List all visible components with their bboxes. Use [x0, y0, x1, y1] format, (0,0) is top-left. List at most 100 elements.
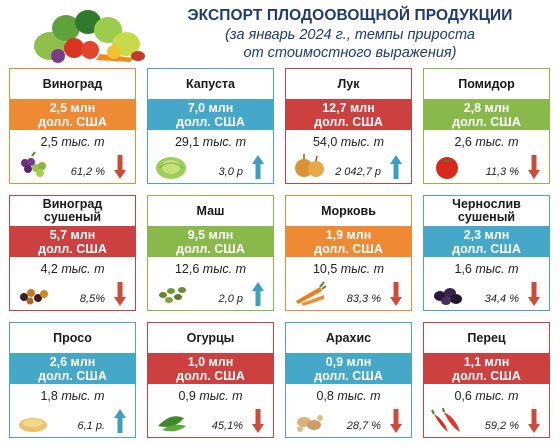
- product-card: Огурцы 1,0 млн долл. США 0,9 тыс. т 45,1%: [147, 322, 274, 438]
- product-name: Перец: [467, 330, 506, 345]
- product-card: Лук 12,7 млн долл. США 54,0 тыс. т 2 042,7 р: [285, 68, 412, 184]
- export-volume-unit: тыс. т: [202, 262, 247, 276]
- arrow-down-icon: [528, 282, 540, 306]
- product-name: Помидор: [458, 76, 515, 91]
- export-volume-number: 0,9: [178, 389, 196, 403]
- export-volume-number: 2,6: [454, 135, 472, 149]
- export-value: 2,5 млн долл. США: [10, 99, 135, 130]
- export-volume-unit: тыс. т: [61, 262, 105, 276]
- export-volume-unit: тыс. т: [337, 389, 381, 403]
- carrot-icon: [296, 281, 326, 306]
- export-value-amount: 12,7 млн: [322, 100, 375, 115]
- export-value-amount: 0,9 млн: [325, 354, 372, 369]
- export-value-currency: долл. США: [452, 241, 521, 256]
- export-volume-number: 2,5: [40, 135, 58, 149]
- export-value: 0,9 млн долл. США: [286, 353, 411, 384]
- product-name: Капуста: [186, 76, 235, 91]
- export-volume-unit: тыс. т: [202, 135, 247, 149]
- export-value: 1,9 млн долл. США: [286, 226, 411, 257]
- export-value-currency: долл. США: [38, 114, 107, 129]
- product-name: Маш: [196, 203, 225, 218]
- product-name: Арахис: [325, 330, 372, 345]
- growth-rate: 59,2 %: [484, 420, 519, 432]
- export-volume-unit: тыс. т: [475, 389, 519, 403]
- export-value-currency: долл. США: [176, 368, 245, 383]
- product-card: Арахис 0,9 млн долл. США 0,8 тыс. т 28,7 %: [285, 322, 412, 438]
- product-name: Морковь: [321, 203, 376, 218]
- export-volume: 10,5 тыс. т: [286, 262, 411, 276]
- raisins-icon: [20, 289, 48, 305]
- arrow-down-icon: [114, 282, 126, 306]
- cabbage-icon: [156, 157, 186, 179]
- growth-rate: 45,1%: [211, 420, 243, 432]
- product-card: Виноград сушеный 5,7 млн долл. США 4,2 тыс.…: [9, 195, 136, 311]
- export-value-currency: долл. США: [452, 114, 521, 129]
- arrow-down-icon: [390, 409, 402, 433]
- export-volume-unit: тыс. т: [61, 135, 105, 149]
- export-value-currency: долл. США: [176, 241, 245, 256]
- product-name: Просо: [53, 330, 92, 345]
- arrow-down-icon: [528, 155, 540, 179]
- product-card: Виноград 2,5 млн долл. США 2,5 тыс. т 61,2 %: [9, 68, 136, 184]
- vegetables-illustration: [34, 10, 145, 63]
- product-card: Помидор 2,8 млн долл. США 2,6 тыс. т 11,3 %: [423, 68, 550, 184]
- growth-rate: 61,2 %: [70, 166, 105, 178]
- product-card: Просо 2,6 млн долл. США 1,8 тыс. т 6,1 р.: [9, 322, 136, 438]
- arrow-up-icon: [390, 155, 402, 179]
- arrow-down-icon: [390, 282, 402, 306]
- page-subtitle-line1: (за январь 2024 г., темпы прироста: [225, 27, 475, 43]
- export-volume-number: 1,8: [40, 389, 58, 403]
- product-name: Виноград: [42, 76, 103, 91]
- export-volume: 1,6 тыс. т: [424, 262, 549, 276]
- growth-rate: 6,1 р.: [77, 420, 105, 432]
- export-value-currency: долл. США: [38, 368, 107, 383]
- product-card: Перец 1,1 млн долл. США 0,6 тыс. т 59,2 %: [423, 322, 550, 438]
- export-value-amount: 1,9 млн: [325, 227, 372, 242]
- export-value-amount: 9,5 млн: [187, 227, 234, 242]
- export-value-amount: 2,6 млн: [49, 354, 96, 369]
- peanut-icon: [297, 415, 323, 432]
- export-value: 2,3 млн долл. США: [424, 226, 549, 257]
- export-volume-number: 54,0: [312, 135, 338, 149]
- export-volume: 2,5 тыс. т: [10, 135, 135, 149]
- page-title: ЭКСПОРТ ПЛОДООВОЩНОЙ ПРОДУКЦИИ: [187, 7, 513, 24]
- growth-rate: 3,0 р: [218, 166, 243, 178]
- growth-rate: 28,7 %: [346, 420, 381, 432]
- export-value-amount: 5,7 млн: [49, 227, 96, 242]
- tomato-icon: [436, 157, 458, 179]
- export-value: 7,0 млн долл. США: [148, 99, 273, 130]
- mung-bean-icon: [159, 287, 186, 303]
- pepper-icon: [431, 407, 460, 432]
- arrow-up-icon: [114, 409, 126, 433]
- millet-icon: [19, 418, 47, 432]
- cucumber-icon: [158, 416, 186, 432]
- product-card: Чернослив сушеный 2,3 млн долл. США 1,6 тыс…: [423, 195, 550, 311]
- export-value-amount: 2,8 млн: [463, 100, 510, 115]
- export-value-currency: долл. США: [176, 114, 245, 129]
- arrow-down-icon: [528, 409, 540, 433]
- export-volume-number: 29,1: [174, 135, 200, 149]
- export-value-currency: долл. США: [314, 368, 383, 383]
- export-value: 12,7 млн долл. США: [286, 99, 411, 130]
- export-volume-unit: тыс. т: [475, 135, 519, 149]
- growth-rate: 8,5%: [79, 293, 105, 305]
- arrow-up-icon: [252, 282, 264, 306]
- export-value: 9,5 млн долл. США: [148, 226, 273, 257]
- export-volume: 2,6 тыс. т: [424, 135, 549, 149]
- export-volume-number: 4,2: [40, 262, 58, 276]
- product-card: Маш 9,5 млн долл. США 12,6 тыс. т 2,0 р: [147, 195, 274, 311]
- export-value: 1,0 млн долл. США: [148, 353, 273, 384]
- export-volume-unit: тыс. т: [199, 389, 243, 403]
- export-volume-unit: тыс. т: [475, 262, 519, 276]
- export-value: 2,8 млн долл. США: [424, 99, 549, 130]
- export-value: 1,1 млн долл. США: [424, 353, 549, 384]
- export-volume-number: 0,8: [316, 389, 334, 403]
- product-name: Лук: [337, 76, 360, 91]
- onion-icon: [295, 154, 324, 177]
- export-value-amount: 1,1 млн: [463, 354, 510, 369]
- export-value-amount: 1,0 млн: [187, 354, 234, 369]
- product-name: Виноград сушеный: [42, 197, 103, 224]
- arrow-down-icon: [114, 155, 126, 179]
- product-name: Чернослив сушеный: [452, 197, 521, 224]
- export-volume-number: 1,6: [454, 262, 472, 276]
